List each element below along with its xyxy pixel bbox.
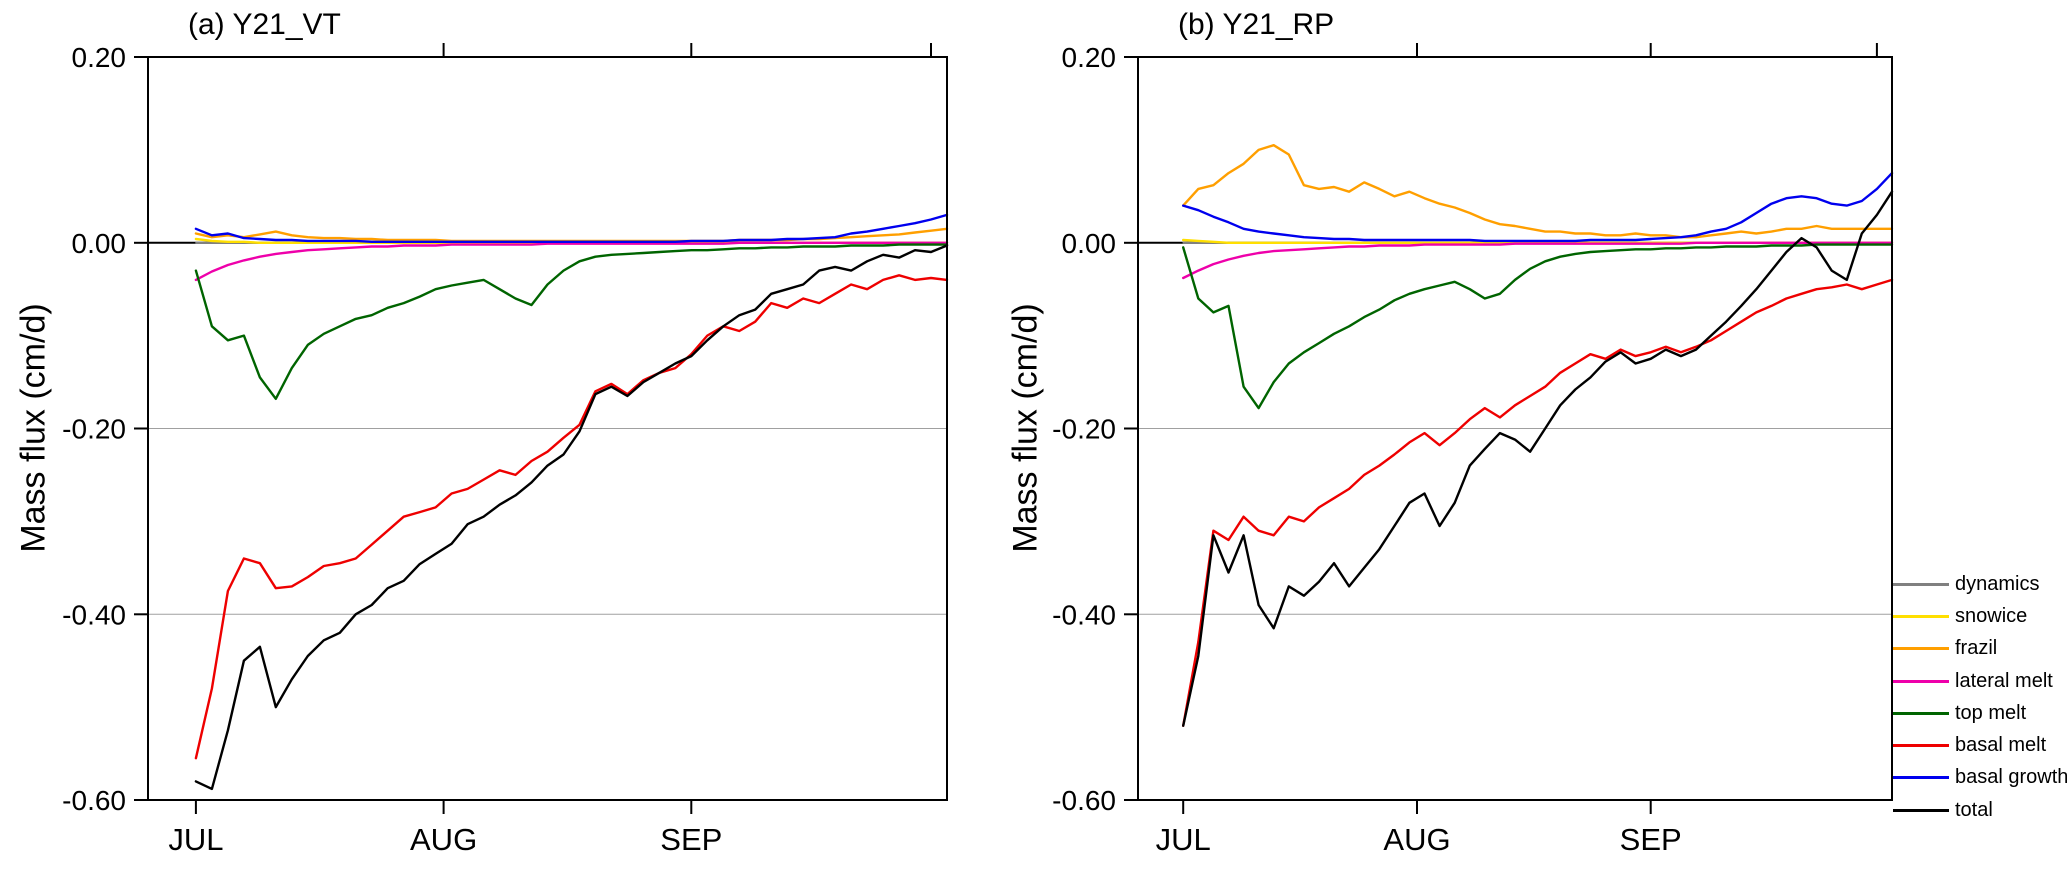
legend-line [1893, 614, 1949, 618]
legend-line [1893, 647, 1949, 651]
y-tick-label: 0.20 [1062, 42, 1117, 73]
series-frazil [194, 227, 949, 243]
y-tick-label: -0.40 [62, 599, 126, 630]
y-tick-label: -0.40 [1052, 599, 1116, 630]
x-tick-label: SEP [660, 822, 722, 857]
legend-label: frazil [1955, 637, 1998, 660]
legend-item-snowice: snowice [1893, 600, 2067, 632]
series-lateral-melt [194, 241, 949, 282]
series-total [194, 244, 949, 791]
legend-label: snowice [1955, 604, 2028, 627]
legend-item-top-melt: top melt [1893, 697, 2067, 729]
panel-b-ylabel: Mass flux (cm/d) [1006, 303, 1045, 553]
x-tick-label: AUG [410, 822, 477, 857]
series-lateral-melt [1181, 241, 1894, 280]
legend-line [1893, 776, 1949, 780]
legend-line [1893, 744, 1949, 748]
series-frazil [1181, 143, 1894, 239]
legend-line [1893, 582, 1949, 586]
series-basal-growth [194, 213, 949, 244]
y-tick-label: -0.60 [62, 785, 126, 816]
panel-a-ylabel: Mass flux (cm/d) [14, 303, 53, 553]
legend-item-basal-melt: basal melt [1893, 729, 2067, 761]
legend-label: basal growth [1955, 766, 2067, 789]
x-tick-label: SEP [1620, 822, 1682, 857]
legend-label: total [1955, 798, 1993, 821]
x-tick-label: AUG [1383, 822, 1450, 857]
series-top-melt [1181, 243, 1894, 410]
y-tick-label: -0.20 [1052, 414, 1116, 445]
legend-item-basal-growth: basal growth [1893, 762, 2067, 794]
y-tick-label: -0.60 [1052, 785, 1116, 816]
legend-label: dynamics [1955, 572, 2040, 595]
series-top-melt [194, 243, 949, 400]
y-tick-label: -0.20 [62, 414, 126, 445]
legend-item-frazil: frazil [1893, 633, 2067, 665]
x-tick-label: JUL [168, 822, 223, 857]
legend-item-total: total [1893, 794, 2067, 826]
legend-line [1893, 679, 1949, 683]
x-tick-label: JUL [1156, 822, 1211, 857]
series-basal-melt [1181, 278, 1894, 727]
legend-label: basal melt [1955, 734, 2047, 757]
legend-item-dynamics: dynamics [1893, 568, 2067, 600]
y-tick-label: 0.00 [72, 228, 127, 259]
y-tick-label: 0.00 [1062, 228, 1117, 259]
legend-item-lateral-melt: lateral melt [1893, 665, 2067, 697]
legend-line [1893, 808, 1949, 812]
legend-line [1893, 711, 1949, 715]
series-basal-melt [194, 274, 949, 760]
legend-label: lateral melt [1955, 669, 2053, 692]
panel-b-title: (b) Y21_RP [1178, 8, 1335, 41]
legend-label: top melt [1955, 701, 2027, 724]
y-tick-label: 0.20 [72, 42, 127, 73]
panel-a-title: (a) Y21_VT [188, 8, 341, 41]
legend: dynamics snowice frazil lateral melt top mel… [1893, 568, 2067, 826]
series-basal-growth [1181, 171, 1894, 243]
series-total [1181, 190, 1894, 727]
